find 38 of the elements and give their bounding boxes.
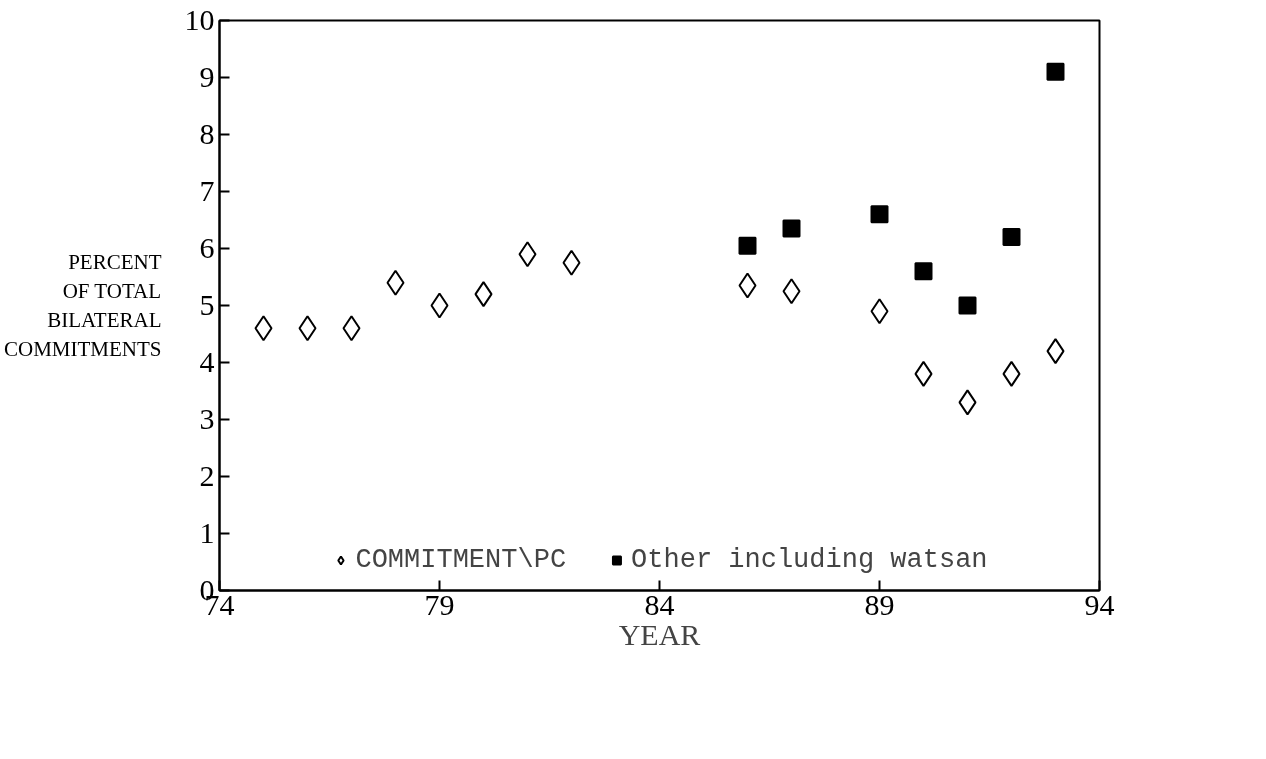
point — [1046, 338, 1065, 365]
y-tick-label: 4 — [199, 345, 215, 378]
point — [1046, 62, 1065, 81]
point — [1002, 360, 1021, 387]
point — [958, 389, 977, 416]
point — [254, 315, 273, 342]
point — [870, 205, 889, 224]
x-tick-label: 94 — [1084, 587, 1115, 621]
point — [386, 269, 405, 296]
point — [430, 292, 449, 319]
y-tick-label: 5 — [199, 288, 215, 321]
point — [298, 315, 317, 342]
point — [870, 298, 889, 325]
y-tick-label: 10 — [184, 3, 215, 36]
y-tick-label: 2 — [199, 459, 215, 492]
y-tick-label: 7 — [199, 174, 215, 207]
point — [738, 236, 757, 255]
y-tick-label: 1 — [199, 516, 215, 549]
y-tick-label: 6 — [199, 231, 215, 264]
point — [914, 262, 933, 281]
point — [1002, 228, 1021, 247]
x-tick-label: 89 — [864, 587, 895, 621]
point — [782, 278, 801, 305]
point — [518, 241, 537, 268]
x-tick-label: 79 — [424, 587, 455, 621]
y-tick-label: 9 — [199, 60, 215, 93]
legend-label: COMMITMENT\PC — [355, 545, 567, 575]
y-tick-label: 8 — [199, 117, 215, 150]
point — [342, 315, 361, 342]
legend-label: Other including watsan — [631, 545, 988, 575]
y-tick-label: 3 — [199, 402, 215, 435]
point — [914, 360, 933, 387]
point — [738, 272, 757, 299]
point — [958, 296, 977, 315]
y-axis-title: PERCENT OF TOTAL BILATERAL COMMITMENTS — [3, 250, 162, 361]
point — [782, 219, 801, 238]
point — [474, 281, 493, 308]
point — [562, 249, 581, 276]
